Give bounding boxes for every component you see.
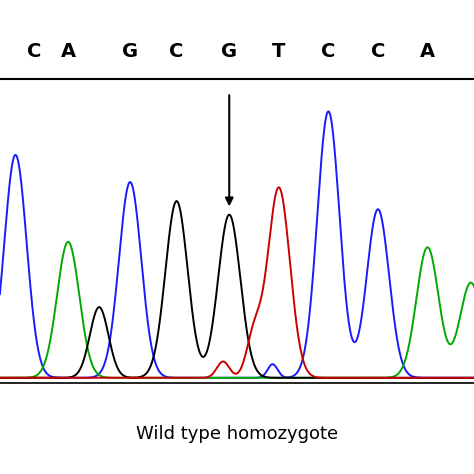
Text: A: A — [420, 42, 435, 61]
Text: C: C — [321, 42, 336, 61]
Text: G: G — [122, 42, 138, 61]
Text: C: C — [27, 42, 41, 61]
Text: C: C — [169, 42, 184, 61]
Text: C: C — [371, 42, 385, 61]
Text: A: A — [61, 42, 76, 61]
Text: T: T — [272, 42, 285, 61]
Text: Wild type homozygote: Wild type homozygote — [136, 425, 338, 443]
Text: G: G — [221, 42, 237, 61]
